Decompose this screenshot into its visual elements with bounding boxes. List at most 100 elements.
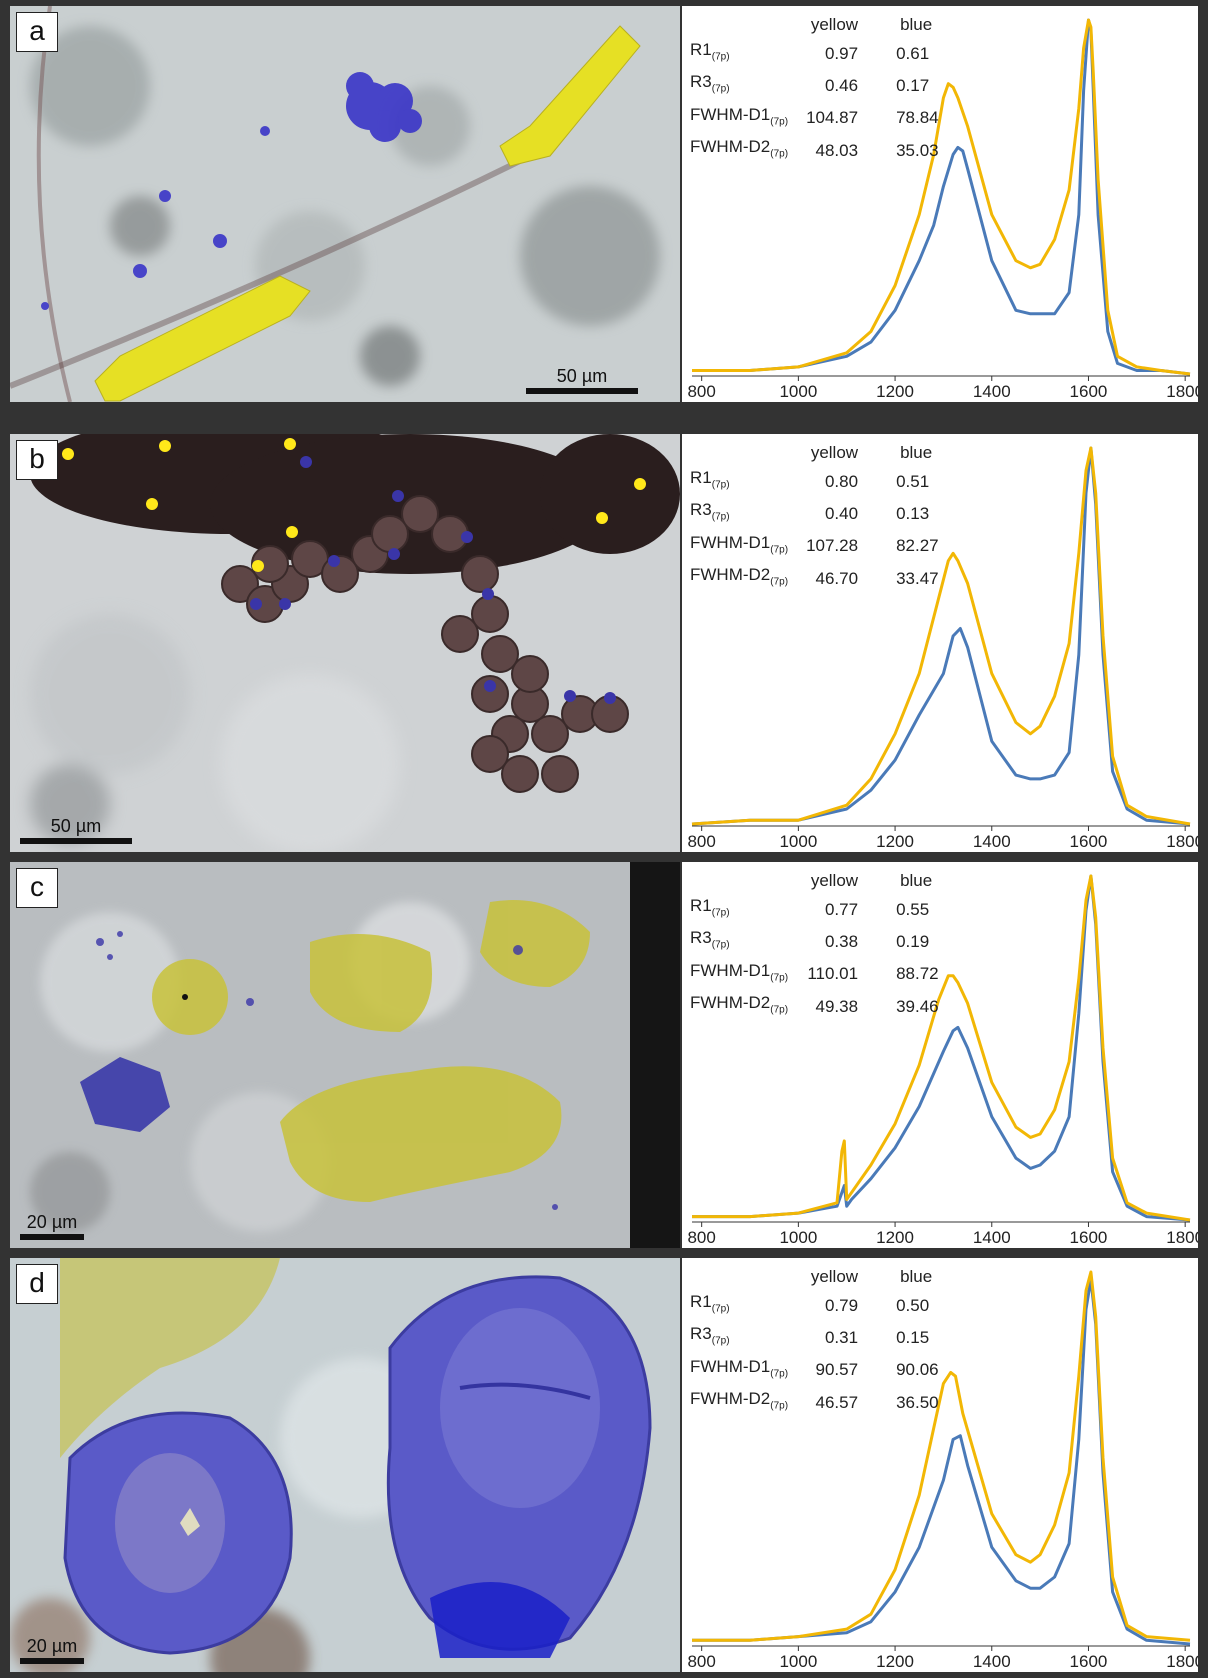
stat-sub: (7p) — [770, 1368, 789, 1380]
x-tick-label: 800 — [687, 382, 715, 401]
stat-name: R3 — [690, 928, 712, 948]
x-tick-label: 800 — [687, 1228, 715, 1247]
x-tick-label: 1000 — [779, 382, 817, 401]
panel-letter-d: d — [16, 1264, 58, 1304]
spectrum-chart-b: 800 1000 1200 1400 1600 1800 — [687, 446, 1198, 851]
x-tick-label: 800 — [687, 832, 715, 851]
stat-sub: (7p) — [770, 1400, 789, 1412]
stat-sub: (7p) — [770, 576, 789, 588]
stat-row: FWHM-D2(7p) 46.70 33.47 — [690, 562, 939, 594]
stat-sub: (7p) — [770, 116, 789, 128]
x-tick-label: 1400 — [973, 382, 1011, 401]
stat-name: FWHM-D1 — [690, 1356, 771, 1376]
stat-blue: 0.55 — [896, 899, 930, 919]
x-tick-label: 1800 — [1166, 1652, 1198, 1671]
stat-row: R1(7p) 0.77 0.55 — [690, 893, 939, 925]
stats-table-a: yellow blue R1(7p) 0.97 0.61 R3(7p) 0.46 0.17… — [690, 12, 939, 167]
x-tick-label: 1600 — [1070, 1228, 1108, 1247]
stat-name: R1 — [690, 896, 712, 915]
panel-b: b 50 µm 800 1000 1200 1400 1600 1800 yellow bl… — [10, 434, 1198, 852]
stat-row: R1(7p) 0.80 0.51 — [690, 465, 939, 497]
x-tick-label: 1400 — [973, 832, 1011, 851]
x-tick-label: 1600 — [1070, 832, 1108, 851]
stat-row: R3(7p) 0.40 0.13 — [690, 497, 939, 529]
x-tick-label: 1200 — [876, 1228, 914, 1247]
stat-sub: (7p) — [770, 1004, 789, 1016]
stat-row: FWHM-D2(7p) 49.38 39.46 — [690, 990, 939, 1022]
spectrum-chart-d: 800 1000 1200 1400 1600 1800 — [687, 1270, 1198, 1671]
scale-bar-a: 50 µm — [526, 366, 638, 394]
scale-bar-b: 50 µm — [20, 816, 132, 844]
scale-bar-line-d — [20, 1658, 84, 1664]
stat-name: FWHM-D1 — [690, 104, 771, 124]
stat-row: FWHM-D1(7p) 107.28 82.27 — [690, 530, 939, 562]
stat-blue: 0.13 — [896, 504, 930, 524]
stat-yellow: 104.87 — [806, 108, 859, 128]
stats-table-b: yellow blue R1(7p) 0.80 0.51 R3(7p) 0.40 0.13… — [690, 440, 939, 595]
stat-blue: 0.50 — [896, 1295, 930, 1315]
stats-table-c: yellow blue R1(7p) 0.77 0.55 R3(7p) 0.38 0.19… — [690, 868, 939, 1023]
x-tick-label: 1200 — [876, 832, 914, 851]
stat-name: R1 — [690, 40, 712, 59]
stat-yellow: 0.38 — [824, 932, 859, 952]
scale-bar-line-c — [20, 1234, 84, 1240]
scale-bar-line-b — [20, 838, 132, 844]
stat-yellow: 46.70 — [815, 568, 859, 588]
scale-bar-label-d: 20 µm — [26, 1636, 78, 1656]
panel-letter-c: c — [16, 868, 58, 908]
x-tick-label: 1400 — [973, 1228, 1011, 1247]
stat-yellow: 46.57 — [815, 1392, 859, 1412]
stat-blue: 33.47 — [896, 568, 939, 588]
stat-sub: (7p) — [711, 83, 730, 95]
stat-sub: (7p) — [770, 544, 789, 556]
stat-blue: 78.84 — [896, 108, 939, 128]
panel-a: a 50 µm 800 1000 1200 1400 1600 1800 yellow bl… — [10, 6, 1198, 402]
stat-blue: 36.50 — [896, 1392, 939, 1412]
panel-c: c 20 µm 800 1000 1200 1400 1600 1800 yellow bl… — [10, 862, 1198, 1248]
col-header-blue: blue — [900, 871, 933, 890]
scale-bar-label-c: 20 µm — [26, 1212, 78, 1232]
stat-blue: 0.19 — [896, 932, 930, 952]
x-tick-label: 1200 — [876, 382, 914, 401]
x-tick-label: 1800 — [1166, 1228, 1198, 1247]
x-tick-label: 1800 — [1166, 382, 1198, 401]
stat-yellow: 110.01 — [807, 964, 859, 984]
col-header-blue: blue — [900, 443, 933, 462]
stat-sub: (7p) — [711, 51, 730, 63]
stat-row: FWHM-D1(7p) 104.87 78.84 — [690, 102, 939, 134]
stat-row: FWHM-D1(7p) 90.57 90.06 — [690, 1354, 939, 1386]
series-line-yellow — [692, 18, 1191, 376]
stat-sub: (7p) — [770, 148, 789, 160]
spectrum-chart-c: 800 1000 1200 1400 1600 1800 — [687, 874, 1198, 1247]
micrograph-b: b 50 µm — [10, 434, 680, 852]
stat-row: R3(7p) 0.46 0.17 — [690, 69, 939, 101]
stat-sub: (7p) — [711, 939, 730, 951]
stat-name: FWHM-D2 — [690, 993, 771, 1013]
stat-blue: 0.51 — [896, 471, 930, 491]
stat-blue: 35.03 — [896, 140, 939, 160]
x-tick-label: 800 — [687, 1652, 715, 1671]
stat-yellow: 0.97 — [824, 43, 859, 63]
stat-yellow: 0.79 — [824, 1295, 859, 1315]
stat-name: R3 — [690, 500, 712, 520]
stat-name: FWHM-D2 — [690, 137, 771, 157]
x-tick-label: 1000 — [779, 832, 817, 851]
stat-blue: 0.17 — [896, 76, 930, 96]
stat-name: FWHM-D1 — [690, 960, 771, 980]
stat-sub: (7p) — [711, 907, 730, 919]
stat-yellow: 48.03 — [815, 140, 859, 160]
stat-blue: 0.61 — [896, 43, 930, 63]
stat-name: FWHM-D1 — [690, 532, 771, 552]
x-tick-label: 1400 — [973, 1652, 1011, 1671]
stat-row: R3(7p) 0.38 0.19 — [690, 925, 939, 957]
scale-bar-label-b: 50 µm — [50, 816, 102, 836]
stat-row: R1(7p) 0.97 0.61 — [690, 37, 939, 69]
stat-row: R3(7p) 0.31 0.15 — [690, 1321, 939, 1353]
stat-yellow: 0.80 — [824, 471, 859, 491]
micrograph-d: d 20 µm — [10, 1258, 680, 1672]
stat-name: R3 — [690, 1324, 712, 1344]
